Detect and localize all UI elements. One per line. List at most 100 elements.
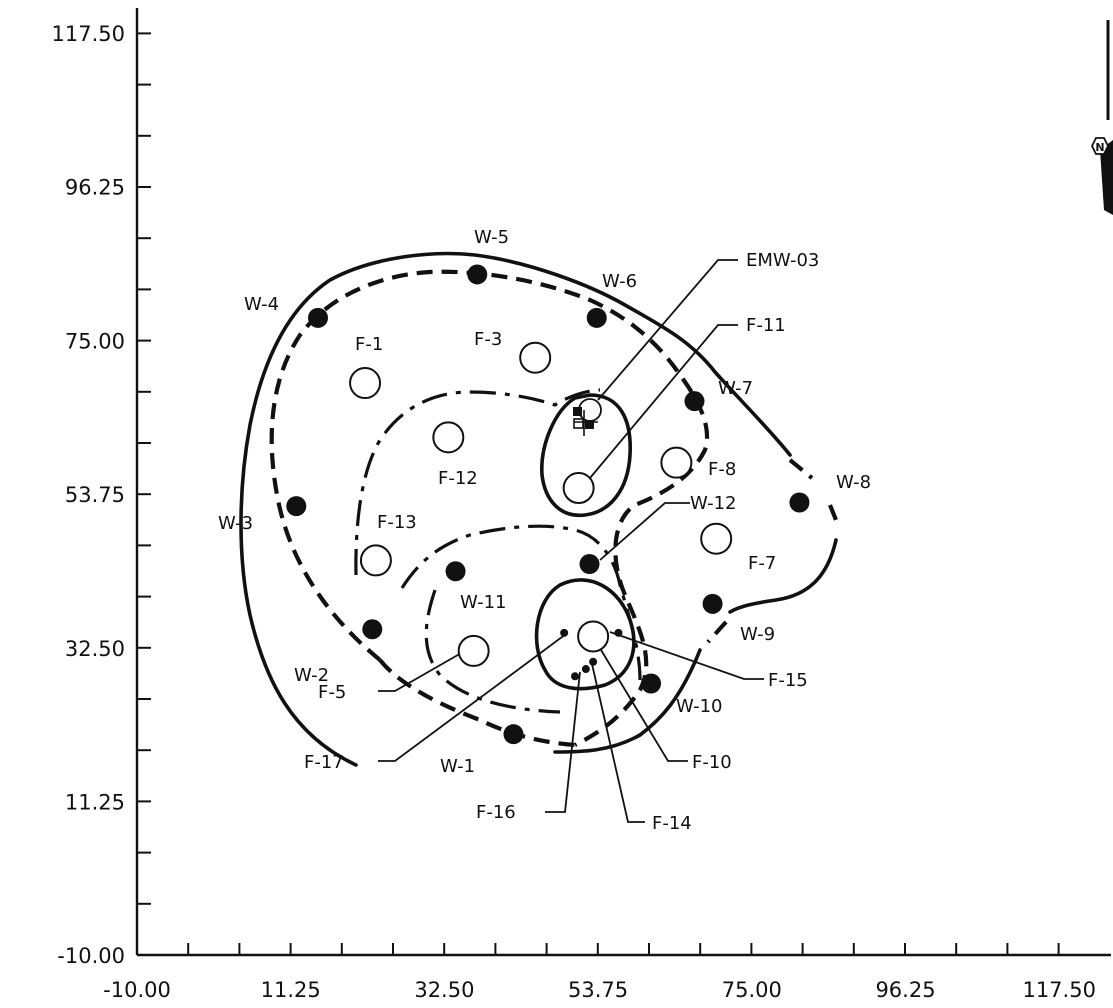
well-point-w-9 bbox=[702, 593, 723, 614]
x-tick-label: 11.25 bbox=[261, 978, 321, 1002]
leader-w12 bbox=[599, 502, 690, 561]
outer-solid-contour-e bbox=[728, 538, 838, 614]
sample-point-f-16 bbox=[571, 672, 580, 681]
small-points bbox=[560, 628, 623, 681]
outer-solid-contour-s bbox=[553, 648, 702, 754]
emw03-square-filled bbox=[573, 407, 582, 416]
well-point-w-10 bbox=[641, 673, 662, 694]
middle-dashed-contour bbox=[269, 269, 710, 747]
north-badge-label: N bbox=[1095, 141, 1104, 154]
y-tick-label: 75.00 bbox=[65, 329, 125, 353]
feature-point-f-3 bbox=[519, 341, 552, 374]
label-w2: W-2 bbox=[294, 665, 329, 686]
label-w3: W-3 bbox=[218, 513, 253, 534]
label-f7: F-7 bbox=[748, 553, 776, 574]
axis-ticks bbox=[136, 32, 1060, 956]
y-tick-label: -10.00 bbox=[57, 944, 125, 968]
sample-point-f-17 bbox=[560, 628, 569, 637]
emw03-symbols bbox=[573, 398, 602, 436]
well-points bbox=[286, 264, 810, 745]
label-f17: F-17 bbox=[304, 752, 344, 773]
label-f1: F-1 bbox=[355, 334, 383, 355]
y-tick-label: 32.50 bbox=[65, 637, 125, 661]
leader-f10 bbox=[594, 639, 688, 762]
well-point-w-11 bbox=[445, 561, 466, 582]
contours bbox=[239, 251, 838, 767]
label-emw03: EMW-03 bbox=[746, 250, 819, 271]
label-w11: W-11 bbox=[460, 592, 506, 613]
well-point-w-2 bbox=[362, 619, 383, 640]
north-badge-icon bbox=[1090, 137, 1110, 155]
x-tick-label: 53.75 bbox=[568, 978, 628, 1002]
feature-points bbox=[349, 341, 733, 667]
outer-solid-contour bbox=[239, 251, 792, 767]
sample-point-f-14 bbox=[581, 665, 590, 674]
label-f11: F-11 bbox=[746, 315, 786, 336]
label-w9: W-9 bbox=[740, 624, 775, 645]
sample-point-f-10 bbox=[589, 657, 598, 666]
well-point-w-5 bbox=[467, 264, 488, 285]
feature-point-f-13 bbox=[359, 544, 392, 577]
leader-f16 bbox=[545, 671, 581, 813]
label-w1: W-1 bbox=[440, 756, 475, 777]
well-point-w-8 bbox=[789, 492, 810, 513]
inner-solid-contour-f15 bbox=[534, 578, 636, 691]
x-tick-label: 75.00 bbox=[722, 978, 782, 1002]
leader-f5 bbox=[378, 647, 471, 692]
y-tick-label: 96.25 bbox=[65, 176, 125, 200]
label-f16: F-16 bbox=[476, 802, 516, 823]
well-point-w-12 bbox=[579, 554, 600, 575]
leader-f14 bbox=[591, 663, 645, 823]
leader-emw03 bbox=[597, 259, 738, 401]
emw03-open-circle bbox=[578, 398, 602, 422]
label-w8: W-8 bbox=[836, 472, 871, 493]
well-point-w-7 bbox=[684, 391, 705, 412]
label-f15: F-15 bbox=[768, 670, 808, 691]
label-f5: F-5 bbox=[318, 682, 346, 703]
label-f10: F-10 bbox=[692, 752, 732, 773]
label-w12: W-12 bbox=[690, 493, 736, 514]
leader-f11 bbox=[589, 324, 738, 479]
north-arrow: N bbox=[1090, 20, 1113, 215]
leader-f17 bbox=[378, 633, 567, 762]
feature-point-f-7 bbox=[700, 522, 733, 555]
middle-dashed-contour-sw bbox=[378, 658, 576, 748]
feature-point-f-5 bbox=[457, 634, 490, 667]
axis-tick-labels: -10.00 11.25 32.50 53.75 75.00 96.25 117.50 117… bbox=[52, 22, 1096, 1002]
well-point-w-3 bbox=[286, 496, 307, 517]
inner-solid-contour-f11 bbox=[540, 393, 632, 518]
well-point-w-4 bbox=[308, 307, 328, 328]
feature-point-f-12 bbox=[432, 421, 465, 454]
feature-point-f-1 bbox=[349, 367, 382, 400]
well-point-w-6 bbox=[586, 307, 607, 328]
x-tick-label: -10.00 bbox=[103, 978, 171, 1002]
axes: -10.00 11.25 32.50 53.75 75.00 96.25 117.50 117… bbox=[52, 8, 1111, 1002]
outer-dash-segment-e bbox=[828, 504, 838, 521]
site-labels: W-5 W-6 W-4 W-7 W-8 W-3 W-12 W-11 W-2 W-… bbox=[218, 227, 871, 834]
feature-point-f-11 bbox=[562, 472, 595, 505]
dashdot-contour-north bbox=[354, 388, 601, 576]
label-w5: W-5 bbox=[474, 227, 509, 248]
leader-lines bbox=[378, 259, 764, 823]
y-tick-label: 53.75 bbox=[65, 483, 125, 507]
x-tick-label: 96.25 bbox=[875, 978, 935, 1002]
emw03-square-filled-2 bbox=[585, 420, 594, 429]
label-w6: W-6 bbox=[602, 271, 637, 292]
outer-dash-segment-se bbox=[706, 620, 728, 644]
well-point-w-1 bbox=[503, 724, 524, 745]
sample-point-f-15-pt bbox=[614, 628, 623, 637]
y-tick-label: 11.25 bbox=[65, 791, 125, 815]
label-f13: F-13 bbox=[377, 512, 417, 533]
label-f14: F-14 bbox=[652, 813, 692, 834]
label-w10: W-10 bbox=[676, 696, 722, 717]
y-tick-label: 117.50 bbox=[52, 22, 125, 46]
x-tick-label: 117.50 bbox=[1022, 978, 1095, 1002]
leader-f15 bbox=[609, 631, 764, 680]
emw03-square-open bbox=[573, 418, 584, 429]
label-w4: W-4 bbox=[244, 294, 279, 315]
label-f3: F-3 bbox=[474, 329, 502, 350]
outer-dash-segment-ne bbox=[788, 458, 814, 480]
label-f8: F-8 bbox=[708, 459, 736, 480]
feature-point-f-15 bbox=[577, 620, 610, 653]
